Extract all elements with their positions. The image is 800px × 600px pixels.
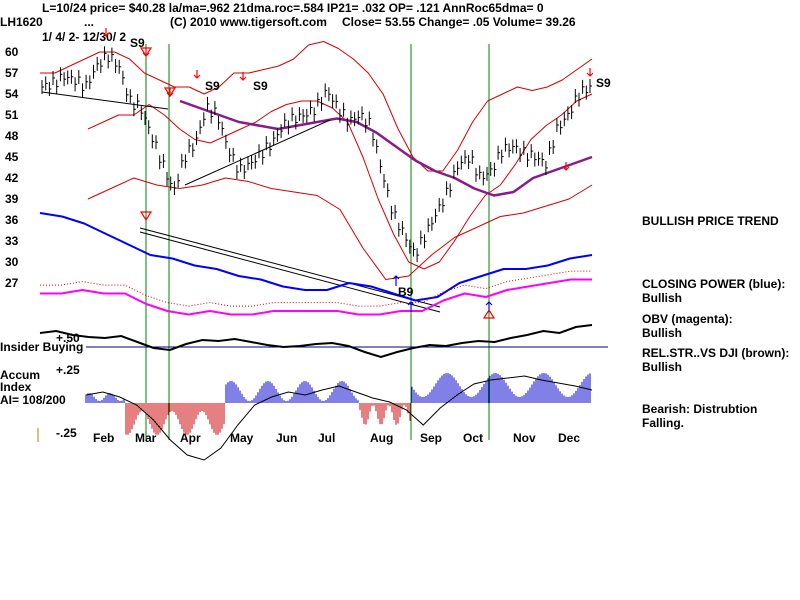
sell-arrow (586, 68, 594, 77)
obv-value: Bullish (642, 326, 683, 340)
month-label: Dec (558, 431, 580, 445)
rel-str-value: Bullish (642, 360, 683, 374)
buy-box-marker (482, 308, 496, 319)
header-dots: ... (84, 15, 94, 29)
month-label: Jul (318, 431, 335, 445)
insider-buying-label: Insider Buying (0, 340, 83, 354)
sell-box-marker (163, 87, 177, 98)
rel-str-title: REL.STR..VS DJI (brown): (642, 346, 790, 360)
signal-markers: S9 S9 S9 S9 B9 (102, 28, 611, 319)
price-axis: 60 57 54 51 48 45 42 39 36 33 30 27 (5, 45, 19, 290)
header-line1: L=10/24 price= $40.28 la/ma=.962 21dma.r… (42, 1, 544, 15)
moving-average-line (179, 99, 593, 197)
closing-power-value: Bullish (642, 291, 683, 305)
price-tick-label: 39 (5, 192, 19, 206)
price-tick-label: 54 (5, 87, 19, 101)
insider-line-value: +.50 (56, 331, 80, 345)
bearish-label: Bearish: Distrubtion Falling. (642, 402, 758, 430)
date-range: 1/ 4/ 2- 12/30/ 2 (42, 30, 126, 44)
month-label: Jun (276, 431, 297, 445)
obv-title: OBV (magenta): (642, 312, 733, 326)
header-close-info: Close= 53.55 Change= .05 Volume= 39.26 (342, 15, 576, 29)
accum-title: Accum (0, 368, 40, 382)
signal-label: S9 (253, 79, 268, 93)
accum-histogram (85, 373, 593, 461)
obv-signal-line (40, 270, 592, 307)
header-copyright: (C) 2010 www.tigersoft.com (170, 15, 327, 29)
trendline (41, 91, 169, 110)
upper-band-line (40, 41, 593, 172)
sell-arrow (562, 162, 570, 171)
sell-box-marker (139, 47, 153, 58)
signal-label: S9 (205, 79, 220, 93)
price-tick-label: 33 (5, 234, 19, 248)
price-tick-label: 51 (5, 108, 19, 122)
closing-power-title: CLOSING POWER (blue): (642, 277, 786, 291)
month-label: Aug (370, 431, 393, 445)
month-label: Nov (513, 431, 536, 445)
trend-label: BULLISH PRICE TREND (642, 214, 779, 228)
month-label: Sep (420, 431, 442, 445)
accum-tick-minus: -.25 (56, 426, 77, 440)
month-label: Apr (180, 431, 201, 445)
month-axis: Feb Mar Apr May Jun Jul Aug Sep Oct Nov Dec (93, 431, 580, 445)
buy-arrow (407, 301, 415, 312)
sell-arrow (102, 28, 110, 37)
rel-strength-line (39, 324, 593, 359)
accum-tick-plus: +.25 (56, 363, 80, 377)
signal-lines (37, 44, 608, 442)
price-tick-label: 36 (5, 213, 19, 227)
closing-power-line (39, 212, 593, 302)
signal-label: S9 (596, 76, 611, 90)
price-tick-label: 30 (5, 255, 19, 269)
signal-label: B9 (398, 285, 414, 299)
accum-ai-label: AI= 108/200 (0, 393, 66, 407)
price-tick-label: 42 (5, 171, 19, 185)
sell-box-marker (139, 211, 153, 222)
lower-band-line (87, 177, 593, 280)
price-tick-label: 48 (5, 129, 19, 143)
month-label: Oct (463, 431, 483, 445)
price-tick-label: 60 (5, 45, 19, 59)
trendline (139, 231, 441, 313)
header-ticker: LH1620 (0, 15, 43, 29)
price-tick-label: 27 (5, 276, 19, 290)
price-bars (41, 46, 592, 263)
trendline (139, 227, 441, 308)
sell-arrow (193, 70, 201, 79)
price-tick-label: 57 (5, 66, 19, 80)
obv-line (40, 278, 592, 316)
price-tick-label: 45 (5, 150, 19, 164)
month-label: Feb (93, 431, 114, 445)
trendline (184, 119, 331, 186)
month-label: May (230, 431, 254, 445)
buy-arrow (392, 275, 400, 286)
series-group (39, 41, 593, 359)
sell-arrow (239, 72, 247, 81)
accum-moving-line (85, 375, 593, 461)
accum-index-label: Index (0, 380, 32, 394)
signal-label: S9 (130, 36, 145, 50)
